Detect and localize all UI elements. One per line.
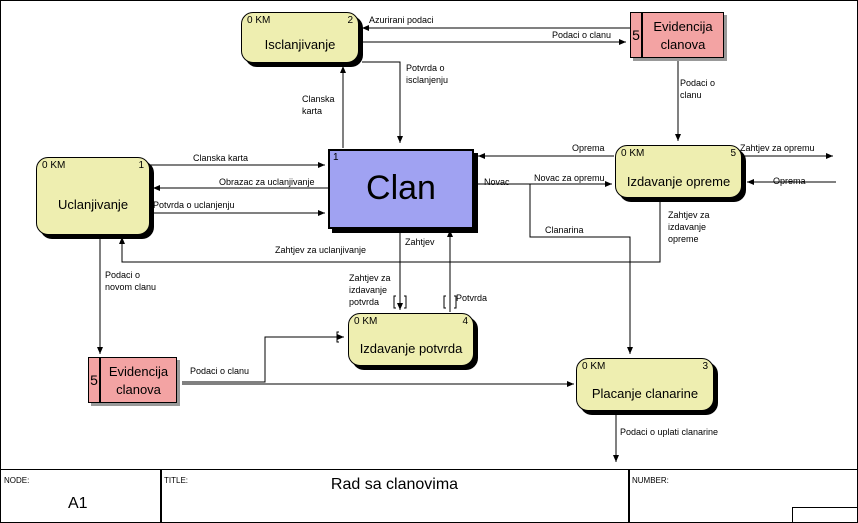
store-name-line2: clanova: [116, 382, 161, 397]
label-zahtjev-za-opremu: Zahtjev za opremu: [740, 143, 815, 153]
label-obrazac: Obrazac za uclanjivanje: [219, 177, 315, 187]
title-label: TITLE:: [164, 476, 189, 485]
process-number: 4: [462, 316, 468, 327]
number-label: NUMBER:: [632, 476, 669, 485]
process-number: 3: [702, 361, 708, 372]
label-zahtjev-za-opreme-3: opreme: [668, 234, 699, 244]
process-km: 0 KM: [354, 316, 378, 327]
label-potvrda: Potvrda: [456, 293, 488, 303]
label-zahtjev-potvrda-1: Zahtjev za: [349, 273, 391, 283]
process-izdavanje-potvrda[interactable]: 0 KM 4 Izdavanje potvrda: [348, 313, 474, 366]
label-podaci-o-novom-1: Podaci o: [105, 270, 141, 280]
store-number: 5: [89, 358, 101, 402]
label-potvrda-o-isclanjenju-1: Potvrda o: [406, 63, 445, 73]
entity-number: 1: [333, 152, 339, 163]
label-clanarina: Clanarina: [545, 225, 584, 235]
label-potvrda-o-uclanjenju: Potvrda o uclanjenju: [153, 200, 235, 210]
flow-zahtjev-za-uclanjivanje: [119, 195, 661, 263]
footer-divider-2: [628, 469, 630, 523]
label-podaci-o-uplati: Podaci o uplati clanarine: [620, 427, 719, 437]
flow-store-to-potvrda: [182, 334, 344, 383]
label-podaci-o-clanu-bottom: Podaci o clanu: [190, 366, 250, 376]
process-name: Placanje clanarine: [591, 386, 699, 401]
process-km: 0 KM: [621, 148, 645, 159]
store-number: 5: [631, 13, 643, 57]
label-oprema-right: Oprema: [773, 176, 806, 186]
flow-potvrda-o-isclanjenju: [362, 61, 403, 143]
tunnel-bracket-zahtjev: [393, 295, 407, 309]
label-podaci-o-clanu-r1: Podaci o: [680, 78, 716, 88]
entity-clan[interactable]: 1 Clan: [328, 149, 474, 229]
store-name-line1: Evidencija: [108, 364, 169, 379]
store-evidencija-clanova-left[interactable]: 5 Evidencija clanova: [88, 357, 177, 403]
label-zahtjev-za-uclanjivanje: Zahtjev za uclanjivanje: [275, 245, 367, 255]
label-podaci-o-clanu-r2: clanu: [680, 90, 702, 100]
tunnel-bracket-potvrda: [443, 295, 457, 309]
process-placanje-clanarine[interactable]: 0 KM 3 Placanje clanarine: [576, 358, 714, 411]
label-zahtjev-za-opreme-2: izdavanje: [668, 222, 707, 232]
process-name: Izdavanje opreme: [626, 174, 731, 189]
process-number: 2: [347, 15, 353, 26]
label-novac-za-opremu: Novac za opremu: [534, 173, 605, 183]
label-oprema-mid: Oprema: [572, 143, 605, 153]
store-name-line2: clanova: [660, 37, 706, 52]
node-value: A1: [68, 495, 88, 512]
process-number: 5: [730, 148, 736, 159]
label-zahtjev: Zahtjev: [405, 237, 435, 247]
label-clanska-karta-v1: Clanska: [302, 94, 335, 104]
label-podaci-o-novom-2: novom clanu: [105, 282, 157, 292]
label-clanska-karta-v2: karta: [302, 106, 323, 116]
label-clanska-karta: Clanska karta: [193, 153, 249, 163]
footer-corner-box: [792, 507, 858, 523]
label-zahtjev-za-opreme-1: Zahtjev za: [668, 210, 710, 220]
label-novac: Novac: [484, 177, 510, 187]
label-potvrda-o-isclanjenju-2: isclanjenju: [406, 75, 449, 85]
process-km: 0 KM: [42, 160, 66, 171]
tunnel-bracket-store: [336, 331, 339, 343]
process-km: 0 KM: [582, 361, 606, 372]
node-label: NODE:: [4, 476, 30, 485]
label-zahtjev-potvrda-3: potvrda: [349, 297, 380, 307]
title-value: Rad sa clanovima: [330, 476, 459, 493]
process-km: 0 KM: [247, 15, 271, 26]
process-uclanjivanje[interactable]: 0 KM 1 Uclanjivanje: [36, 157, 150, 235]
store-name-line1: Evidencija: [653, 19, 713, 34]
flow-clanarina: [529, 184, 633, 354]
label-azurirani-podaci: Azurirani podaci: [369, 15, 434, 25]
process-isclanjivanje[interactable]: 0 KM 2 Isclanjivanje: [241, 12, 359, 63]
label-zahtjev-potvrda-2: izdavanje: [349, 285, 388, 295]
process-name: Izdavanje potvrda: [359, 341, 463, 356]
store-evidencija-clanova-top[interactable]: 5 Evidencija clanova: [630, 12, 724, 58]
label-podaci-o-clanu-top: Podaci o clanu: [552, 30, 612, 40]
entity-name: Clan: [366, 169, 436, 207]
process-number: 1: [138, 160, 144, 171]
process-name: Uclanjivanje: [57, 197, 129, 212]
process-name: Isclanjivanje: [264, 37, 336, 52]
process-izdavanje-opreme[interactable]: 0 KM 5 Izdavanje opreme: [615, 145, 742, 198]
